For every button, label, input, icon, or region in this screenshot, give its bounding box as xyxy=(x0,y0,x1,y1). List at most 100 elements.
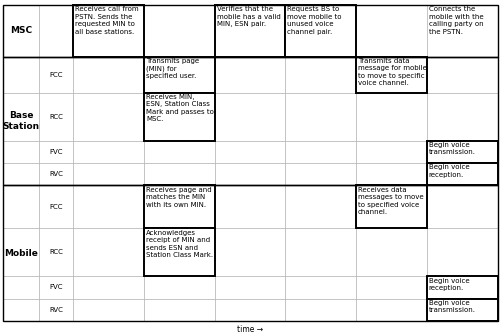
Bar xyxy=(427,185,498,228)
Bar xyxy=(356,163,427,185)
Bar xyxy=(144,93,214,141)
Bar xyxy=(286,163,356,185)
Text: Transmits data
message for mobile
to move to specific
voice channel.: Transmits data message for mobile to mov… xyxy=(358,58,427,86)
Bar xyxy=(144,228,214,276)
Bar xyxy=(427,228,498,276)
Bar xyxy=(356,185,427,228)
Bar xyxy=(40,93,73,141)
Bar xyxy=(40,141,73,163)
Bar xyxy=(427,299,498,321)
Text: time →: time → xyxy=(237,325,263,334)
Bar xyxy=(427,163,498,185)
Text: Receives page and
matches the MIN
with its own MIN.: Receives page and matches the MIN with i… xyxy=(146,186,212,208)
Bar xyxy=(427,276,498,299)
Bar xyxy=(40,5,73,56)
Bar xyxy=(2,299,40,321)
Bar xyxy=(286,56,356,93)
Text: Receives call from
PSTN. Sends the
requested MIN to
all base stations.: Receives call from PSTN. Sends the reque… xyxy=(75,6,139,35)
Bar xyxy=(356,299,427,321)
Bar xyxy=(286,185,356,228)
Bar xyxy=(144,276,214,299)
Bar xyxy=(144,56,214,93)
Bar xyxy=(356,93,427,141)
Bar xyxy=(2,56,498,185)
Text: Begin voice
reception.: Begin voice reception. xyxy=(429,164,470,178)
Text: Base
Station: Base Station xyxy=(2,111,40,131)
Bar xyxy=(73,141,144,163)
Bar xyxy=(286,141,356,163)
Bar xyxy=(214,141,286,163)
Bar xyxy=(286,276,356,299)
Bar xyxy=(356,276,427,299)
Bar xyxy=(286,228,356,276)
Text: FVC: FVC xyxy=(50,284,63,290)
Bar xyxy=(286,5,356,56)
Text: Connects the
mobile with the
calling party on
the PSTN.: Connects the mobile with the calling par… xyxy=(429,6,484,35)
Bar xyxy=(214,93,286,141)
Bar xyxy=(40,56,73,93)
Text: Begin voice
transmission.: Begin voice transmission. xyxy=(429,142,476,156)
Bar xyxy=(214,56,286,93)
Bar xyxy=(214,5,286,56)
Bar xyxy=(40,163,73,185)
Bar xyxy=(356,228,427,276)
Bar xyxy=(2,56,40,93)
Bar xyxy=(286,5,356,56)
Text: FCC: FCC xyxy=(50,204,63,210)
Text: Requests BS to
move mobile to
unused voice
channel pair.: Requests BS to move mobile to unused voi… xyxy=(288,6,342,35)
Text: RVC: RVC xyxy=(50,171,63,177)
Bar xyxy=(2,5,40,56)
Bar xyxy=(427,141,498,163)
Bar xyxy=(144,228,214,276)
Bar xyxy=(40,276,73,299)
Bar xyxy=(356,56,427,93)
Bar xyxy=(2,185,40,228)
Bar xyxy=(40,185,73,228)
Bar xyxy=(427,56,498,93)
Bar xyxy=(214,5,286,56)
Bar xyxy=(286,299,356,321)
Bar xyxy=(73,185,144,228)
Bar xyxy=(2,185,498,321)
Bar xyxy=(427,276,498,299)
Bar xyxy=(73,228,144,276)
Text: Receives MIN,
ESN, Station Class
Mark and passes to
MSC.: Receives MIN, ESN, Station Class Mark an… xyxy=(146,94,214,122)
Bar xyxy=(73,163,144,185)
Bar xyxy=(356,185,427,228)
Bar xyxy=(40,299,73,321)
Bar xyxy=(2,141,40,163)
Bar xyxy=(214,185,286,228)
Bar xyxy=(214,276,286,299)
Bar xyxy=(144,299,214,321)
Text: RVC: RVC xyxy=(50,307,63,313)
Bar xyxy=(214,163,286,185)
Bar xyxy=(214,299,286,321)
Text: Acknowledges
receipt of MIN and
sends ESN and
Station Class Mark.: Acknowledges receipt of MIN and sends ES… xyxy=(146,229,213,258)
Bar xyxy=(427,93,498,141)
Bar xyxy=(144,56,214,93)
Bar xyxy=(2,276,40,299)
Bar xyxy=(144,163,214,185)
Bar xyxy=(144,185,214,228)
Bar xyxy=(144,185,214,228)
Text: MSC: MSC xyxy=(10,26,32,35)
Text: Begin voice
reception.: Begin voice reception. xyxy=(429,278,470,291)
Bar xyxy=(427,141,498,163)
Bar xyxy=(40,228,73,276)
Bar xyxy=(2,228,40,276)
Bar xyxy=(73,5,144,56)
Bar xyxy=(144,5,214,56)
Bar xyxy=(356,56,427,93)
Bar xyxy=(73,56,144,93)
Bar xyxy=(427,163,498,185)
Text: Receives data
messages to move
to specified voice
channel.: Receives data messages to move to specif… xyxy=(358,186,424,215)
Bar xyxy=(73,5,144,56)
Text: RCC: RCC xyxy=(50,249,63,255)
Bar xyxy=(427,299,498,321)
Bar xyxy=(427,5,498,56)
Bar xyxy=(286,93,356,141)
Text: FVC: FVC xyxy=(50,149,63,155)
Bar xyxy=(2,163,40,185)
Bar xyxy=(2,93,40,141)
Text: Transmits page
(MIN) for
specified user.: Transmits page (MIN) for specified user. xyxy=(146,58,199,79)
